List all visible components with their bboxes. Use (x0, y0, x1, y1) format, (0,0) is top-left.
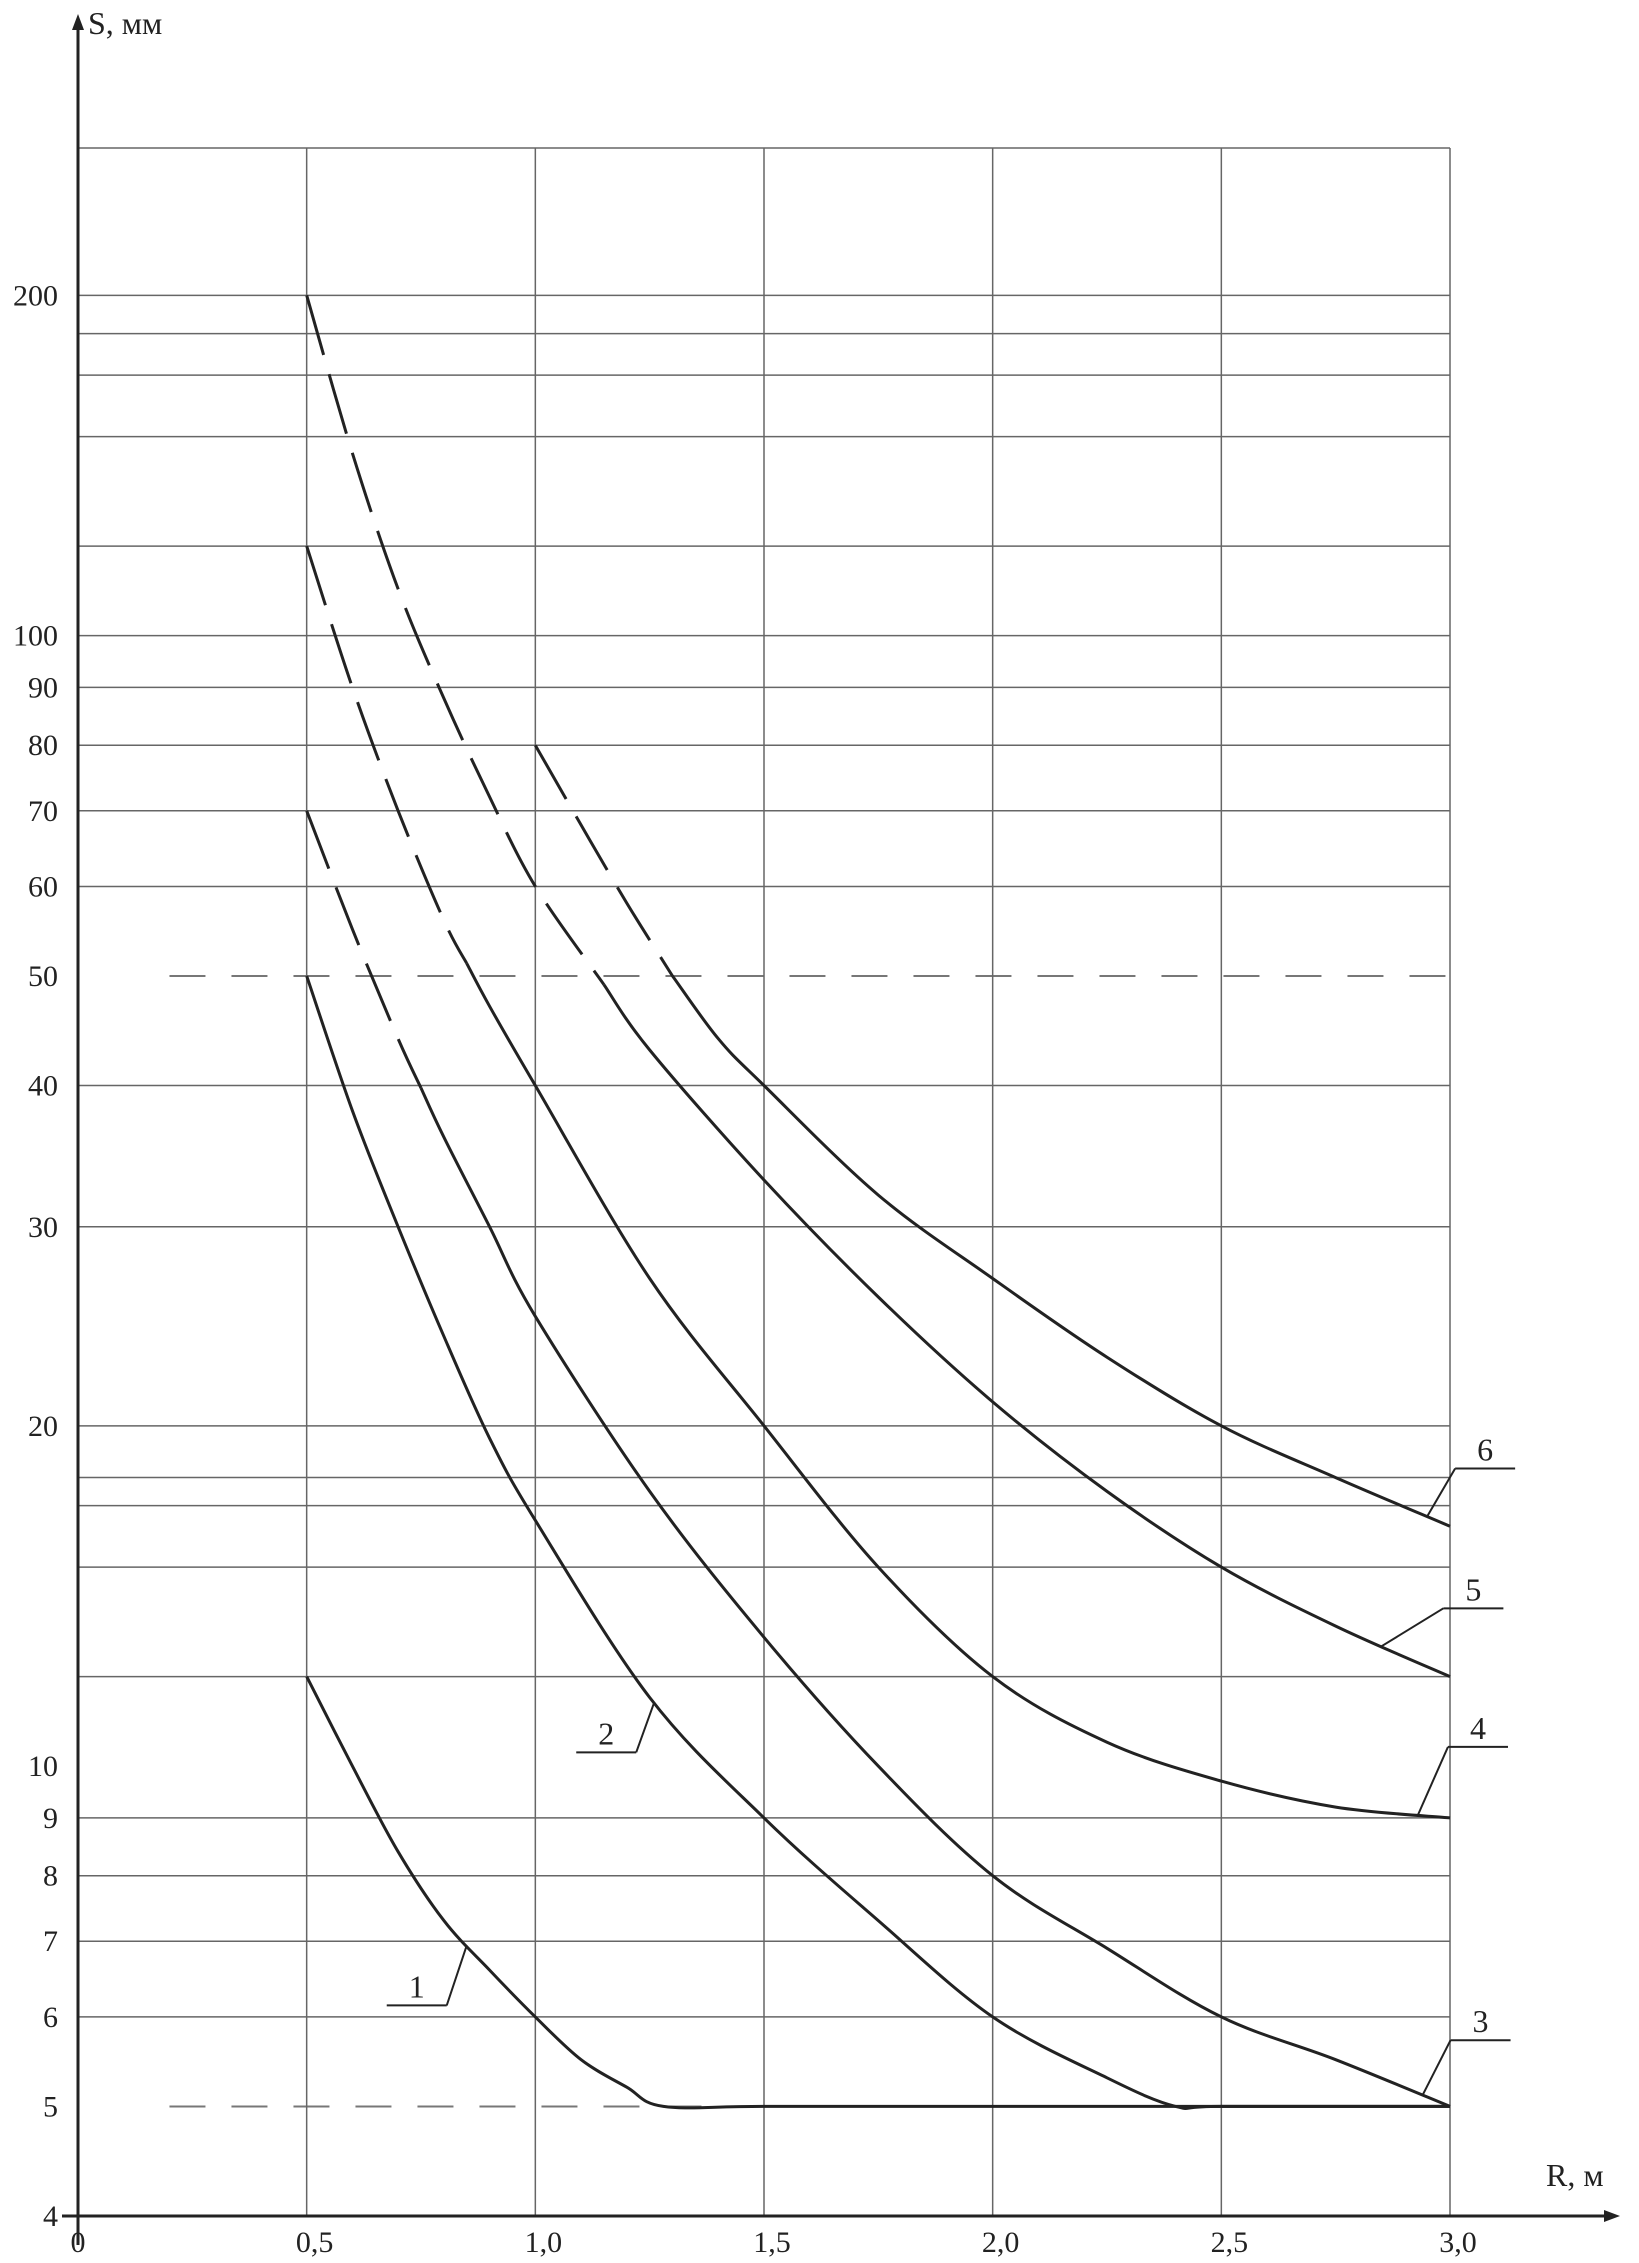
series-5-dashed-line (305, 294, 606, 986)
y-tick-label: 80 (28, 729, 58, 762)
series-5-line (602, 983, 1451, 1678)
series-6-dashed-line (534, 744, 674, 977)
y-tick-label: 40 (28, 1070, 58, 1103)
x-tick-label: 1,0 (525, 2226, 563, 2258)
series-3-line (419, 1087, 1451, 2108)
x-tick-label: 0,5 (296, 2226, 334, 2258)
y-tick-label: 50 (28, 960, 58, 993)
x-tick-label: 2,5 (1211, 2226, 1249, 2258)
y-axis-title: S, мм (88, 5, 162, 41)
labels-layer: 1 2 3 4 5 6 (386, 1432, 1516, 2096)
x-axis-title: R, м (1546, 2157, 1604, 2193)
series-5-leader (1380, 1607, 1444, 1648)
y-tick-label: 9 (43, 1802, 58, 1835)
series-2-leader (635, 1701, 656, 1753)
x-tick-label: 3,0 (1439, 2226, 1477, 2258)
series-layer (305, 294, 1451, 2111)
y-tick-label: 10 (28, 1750, 58, 1783)
x-tick-label: 2,0 (982, 2226, 1020, 2258)
y-tick-label: 200 (13, 279, 58, 312)
y-tick-label: 8 (43, 1860, 58, 1893)
y-tick-label: 60 (28, 870, 58, 903)
axes-layer: S, мм R, м (62, 5, 1620, 2245)
series-4-line (465, 962, 1451, 1820)
series-6-leader (1426, 1468, 1456, 1518)
series-5-label: 5 (1465, 1571, 1481, 1607)
series-4-dashed-line (305, 545, 469, 965)
y-tick-label: 7 (43, 1925, 58, 1958)
series-1-label: 1 (409, 1968, 425, 2004)
series-2-line (305, 975, 1450, 2111)
series-1-leader (445, 1945, 468, 2006)
y-tick-label: 6 (43, 2001, 58, 2034)
ticks-layer: 4 5 6 7 8 9 10 20 30 40 50 60 70 80 90 100 200 0 0,5 1,0 1,5… (13, 279, 1477, 2259)
series-3-label: 3 (1473, 2003, 1489, 2039)
y-tick-label: 20 (28, 1410, 58, 1443)
series-6-line (671, 975, 1451, 1528)
y-tick-label: 30 (28, 1211, 58, 1244)
series-4-leader (1417, 1746, 1449, 1816)
y-tick-label: 100 (13, 620, 58, 653)
series-3-leader (1421, 2039, 1452, 2096)
series-3-dashed-line (305, 810, 423, 1089)
series-6-label: 6 (1477, 1432, 1493, 1468)
y-tick-label: 5 (43, 2090, 58, 2123)
x-tick-label: 1,5 (753, 2226, 791, 2258)
x-tick-label: 0 (71, 2226, 86, 2258)
series-4-label: 4 (1470, 1710, 1486, 1746)
y-tick-label: 70 (28, 795, 58, 828)
series-2-label: 2 (598, 1715, 614, 1751)
y-tick-label: 4 (43, 2200, 58, 2233)
series-1-line (305, 1675, 1450, 2110)
y-tick-label: 90 (28, 671, 58, 704)
